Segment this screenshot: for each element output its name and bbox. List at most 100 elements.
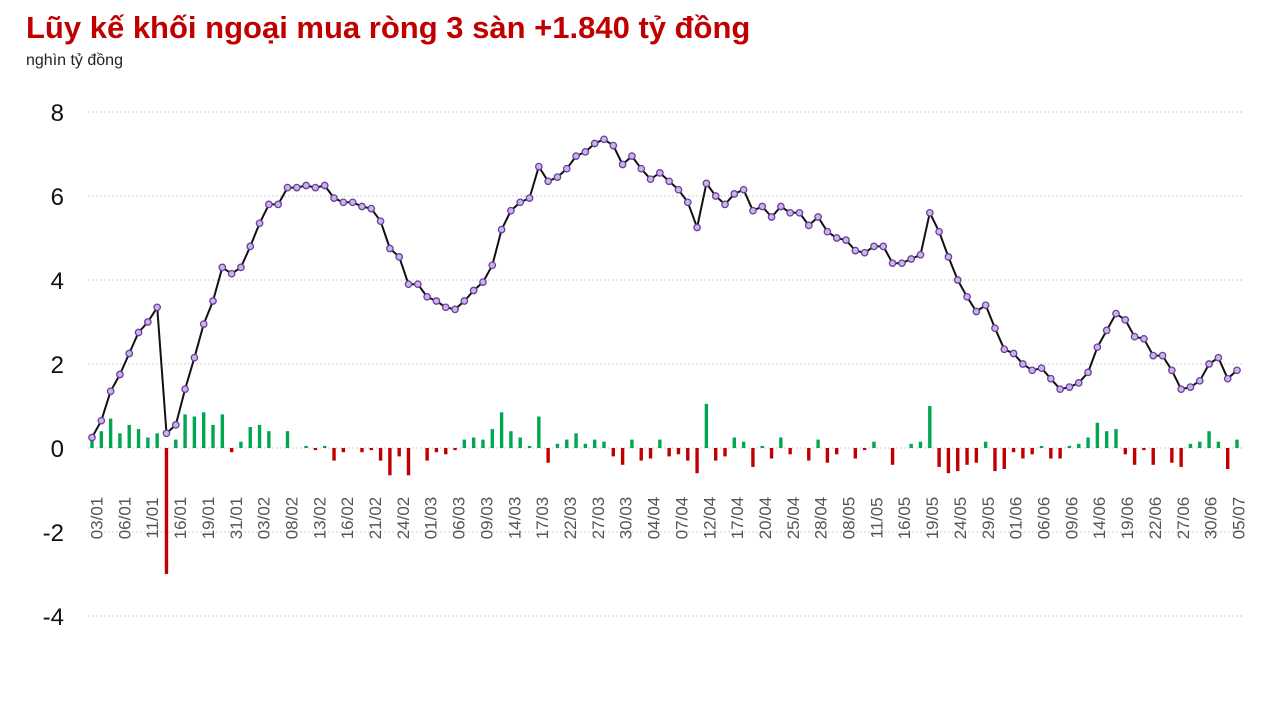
- line-point: [981, 301, 990, 310]
- x-tick-label: 22/03: [561, 497, 580, 540]
- line-point: [1000, 345, 1009, 354]
- bar: [574, 433, 578, 448]
- line-point: [730, 190, 739, 198]
- bar: [248, 427, 252, 448]
- bar: [620, 448, 625, 465]
- bar: [527, 445, 532, 448]
- x-tick-label: 19/05: [923, 497, 942, 540]
- line-point: [1019, 360, 1027, 368]
- line-point: [1084, 368, 1092, 377]
- line-point: [823, 227, 832, 236]
- bar: [993, 448, 997, 472]
- line-point: [879, 242, 888, 251]
- line-point: [116, 370, 124, 379]
- line-point: [1009, 349, 1018, 358]
- line-point: [144, 318, 152, 326]
- bar: [1198, 441, 1202, 448]
- line-point: [246, 242, 255, 251]
- bar: [99, 431, 104, 448]
- bar: [192, 416, 197, 448]
- x-tick-label: 30/06: [1202, 497, 1221, 540]
- y-tick-label: 8: [51, 100, 64, 127]
- x-tick-label: 06/01: [115, 497, 134, 540]
- line-point: [1158, 351, 1167, 360]
- bar: [341, 448, 346, 453]
- bar: [807, 448, 811, 461]
- line-point: [469, 286, 478, 295]
- bar: [825, 448, 830, 463]
- line-point: [888, 259, 897, 268]
- bar: [304, 445, 308, 448]
- bar: [630, 439, 634, 448]
- bar: [667, 448, 671, 457]
- line-point: [721, 200, 729, 209]
- line-point: [842, 236, 850, 244]
- x-tick-label: 20/04: [756, 497, 775, 540]
- x-tick-label: 12/04: [700, 497, 719, 540]
- line-point: [441, 303, 450, 312]
- x-tick-label: 14/03: [505, 497, 524, 540]
- bar: [518, 437, 522, 448]
- line-point: [181, 385, 189, 394]
- line-point: [376, 217, 385, 226]
- line-point: [339, 198, 348, 207]
- line-point: [320, 181, 329, 190]
- line-point: [600, 135, 608, 144]
- x-tick-label: 16/01: [171, 497, 190, 540]
- bar: [835, 448, 839, 455]
- chart-title: Lũy kế khối ngoại mua ròng 3 sàn +1.840 …: [26, 10, 751, 45]
- bar: [956, 448, 960, 472]
- x-tick-label: 19/06: [1118, 497, 1137, 540]
- line-point: [479, 278, 487, 286]
- bar: [183, 414, 187, 448]
- x-tick-label: 03/02: [255, 497, 274, 540]
- line-point: [218, 263, 227, 272]
- bar: [816, 439, 820, 448]
- line-point: [237, 263, 245, 272]
- bar: [174, 439, 178, 448]
- line-point: [311, 183, 320, 192]
- bar: [713, 448, 718, 461]
- line-point: [1140, 334, 1148, 343]
- bar: [788, 448, 792, 455]
- bar: [723, 448, 727, 457]
- bar: [592, 439, 597, 448]
- line-point: [1102, 326, 1111, 335]
- line-point: [386, 244, 394, 253]
- line-point: [395, 253, 404, 261]
- bar: [481, 439, 485, 448]
- line-point: [916, 250, 925, 259]
- bar: [397, 448, 401, 457]
- line-point: [1028, 366, 1037, 375]
- bar: [1086, 437, 1090, 448]
- bar: [565, 439, 569, 448]
- bar: [1049, 448, 1053, 459]
- line-point: [646, 175, 655, 184]
- line-point: [534, 162, 543, 171]
- cumulative-line: [91, 138, 1238, 438]
- bar: [704, 403, 709, 448]
- bar: [257, 424, 262, 448]
- line-point: [683, 198, 692, 207]
- line-point: [227, 269, 236, 278]
- bar: [388, 448, 392, 476]
- line-point: [432, 297, 441, 305]
- bar: [1179, 448, 1183, 467]
- line-point: [413, 280, 422, 289]
- x-tick-label: 08/05: [840, 497, 859, 540]
- bar: [974, 448, 979, 463]
- bar: [332, 448, 336, 461]
- bar: [611, 448, 616, 457]
- line-point: [209, 297, 217, 305]
- bar: [118, 433, 122, 448]
- bar: [751, 448, 755, 467]
- bar: [937, 448, 941, 467]
- x-tick-label: 17/03: [533, 497, 552, 540]
- bar: [1095, 422, 1100, 448]
- line-point: [274, 200, 283, 209]
- x-tick-label: 14/06: [1090, 497, 1109, 540]
- bar: [639, 448, 643, 461]
- bar: [490, 429, 494, 448]
- bar: [453, 448, 457, 451]
- bar: [546, 448, 550, 463]
